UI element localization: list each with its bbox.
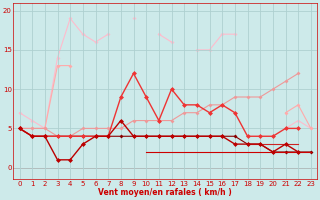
X-axis label: Vent moyen/en rafales ( km/h ): Vent moyen/en rafales ( km/h ) (98, 188, 232, 197)
